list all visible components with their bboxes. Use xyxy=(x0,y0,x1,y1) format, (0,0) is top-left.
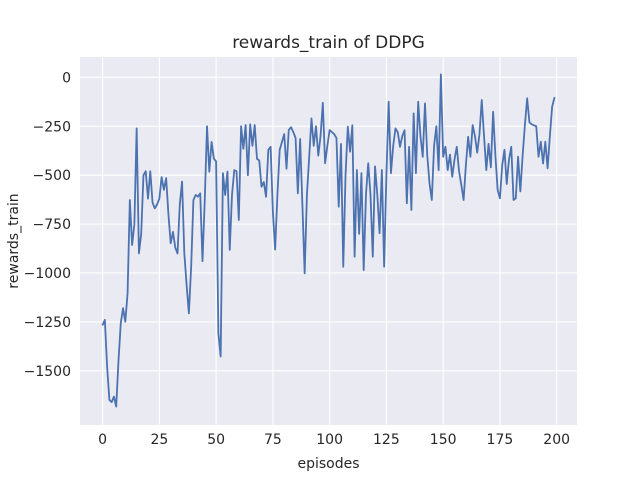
x-axis-label: episodes xyxy=(297,456,359,472)
x-tick-label: 150 xyxy=(430,432,457,448)
x-tick-label: 175 xyxy=(487,432,514,448)
y-tick-label: −1250 xyxy=(24,315,71,331)
y-tick-label: −1000 xyxy=(24,266,71,282)
y-tick-label: −750 xyxy=(33,217,71,233)
x-tick-label: 100 xyxy=(316,432,343,448)
x-tick-label: 125 xyxy=(373,432,400,448)
x-tick-label: 0 xyxy=(98,432,107,448)
x-tick-label: 75 xyxy=(264,432,282,448)
x-tick-label: 200 xyxy=(543,432,570,448)
y-tick-label: −250 xyxy=(33,119,71,135)
y-tick-label: −500 xyxy=(33,168,71,184)
y-tick-label: 0 xyxy=(62,70,71,86)
x-tick-label: 25 xyxy=(150,432,168,448)
chart-title: rewards_train of DDPG xyxy=(232,33,425,53)
x-tick-label: 50 xyxy=(207,432,225,448)
y-tick-label: −1500 xyxy=(24,364,71,380)
plot-area xyxy=(80,57,577,425)
data-line xyxy=(101,73,556,408)
y-axis-label: rewards_train xyxy=(6,193,22,288)
